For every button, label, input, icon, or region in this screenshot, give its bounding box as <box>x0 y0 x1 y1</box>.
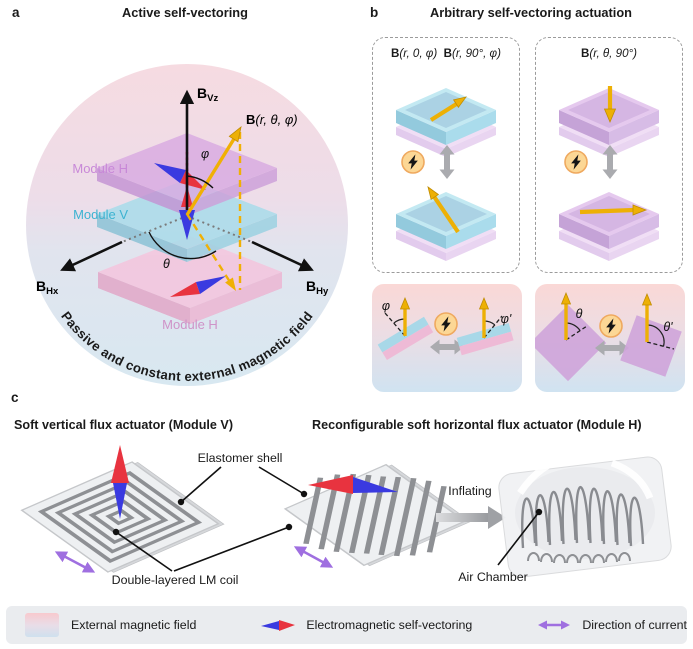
rotate-demo-theta: θ θ' <box>529 284 685 392</box>
b-vector-arrow <box>185 133 239 216</box>
module-h-top-label: Module H <box>72 161 128 176</box>
horizontal-flux-needle <box>308 475 398 494</box>
legend-vectoring-label: Electromagnetic self-vectoring <box>306 618 473 632</box>
b-symbol: B <box>391 47 400 60</box>
vertical-flux-needle <box>111 445 129 519</box>
self-vectoring-icon <box>261 620 296 631</box>
inflating-label: Inflating <box>448 484 492 498</box>
inflated-module-device <box>498 453 672 578</box>
inflated-coil-loops <box>521 486 645 549</box>
panel-a-label: a <box>12 5 20 20</box>
highlight <box>517 453 571 495</box>
lightning-icon <box>401 150 425 174</box>
callout-dots <box>112 490 543 536</box>
highlight <box>610 459 654 500</box>
lower-coil-loops <box>527 552 631 564</box>
phi-arc <box>186 175 214 189</box>
b-args: (r, 90°, φ) <box>452 47 501 60</box>
field-arrow <box>579 207 635 215</box>
box-right-header: B(r, θ, 90°) <box>536 47 682 60</box>
axis-dotted-right <box>186 215 253 243</box>
bhx-axis-arrow <box>60 240 123 272</box>
inflating-arrow <box>436 506 506 529</box>
current-direction-arrow <box>293 546 334 568</box>
vector-states-box-left: B(r, 0, φ) B(r, 90°, φ) <box>372 37 520 273</box>
legend-field-label: External magnetic field <box>71 618 197 632</box>
current-direction-arrow <box>54 551 96 573</box>
panel-c-graphics <box>20 445 672 578</box>
axis-dotted-left <box>121 215 188 243</box>
needle-bottom-slab <box>170 276 226 297</box>
module-v-device <box>20 461 225 573</box>
module-h-bottom-slab <box>98 236 282 324</box>
elastomer-shell-label: Elastomer shell <box>197 451 283 465</box>
theta-arc <box>148 231 217 260</box>
phi-prime-label: φ' <box>501 312 512 326</box>
b-symbol: B <box>443 47 453 60</box>
tilt-demo-phi: φ φ' <box>372 284 522 392</box>
box-right-graphics <box>559 86 659 261</box>
theta-prime-label: θ' <box>663 320 673 334</box>
theta-label: θ <box>576 307 583 321</box>
b-field-label: B(r, θ, φ) <box>246 112 298 127</box>
b-symbol: B <box>580 47 590 60</box>
panel-c-title-right: Reconfigurable soft horizontal flux actu… <box>312 418 642 432</box>
field-arrow <box>429 101 460 122</box>
b-projection-arrowhead <box>225 277 236 291</box>
rotated-module-left <box>529 304 607 382</box>
panel-b-label: b <box>370 5 379 20</box>
legend-current-label: Direction of current <box>582 618 688 632</box>
module-h-state-bottom <box>559 192 659 261</box>
air-chamber-label: Air Chamber <box>458 570 528 584</box>
bhy-axis-arrow <box>251 240 314 272</box>
field-arrow <box>431 193 460 234</box>
panel-c-title-left: Soft vertical flux actuator (Module V) <box>14 418 234 432</box>
phi-label: φ <box>201 147 209 161</box>
b-projection-diagonal-dashed <box>185 213 232 283</box>
panel-c-label: c <box>11 390 19 405</box>
external-field-swatch <box>25 613 59 637</box>
tilt-demo-phi-graphics: φ φ' <box>377 296 514 361</box>
module-h-top-slab <box>97 133 277 216</box>
bhy-label: BHy <box>306 278 329 297</box>
legend-bar: External magnetic field Electromagnetic … <box>6 606 687 644</box>
bvz-label: BVz <box>197 85 218 104</box>
panel-a-diagram: φ θ BVz BHx BHy B(r, θ, φ) Module H Modu… <box>26 64 348 386</box>
module-v-state-top <box>396 88 496 157</box>
panel-a-title: Active self-vectoring <box>122 5 248 20</box>
box-left-graphics <box>396 88 496 261</box>
lightning-icon <box>434 312 458 336</box>
spiral-coil <box>37 471 203 563</box>
current-direction-icon <box>538 620 571 630</box>
lightning-icon <box>599 314 623 338</box>
rotated-module-right <box>620 315 682 377</box>
phi-label: φ <box>382 299 390 313</box>
panel-b-title: Arbitrary self-vectoring actuation <box>430 5 632 20</box>
module-h-state-top <box>559 86 659 157</box>
callout-lines <box>115 466 540 572</box>
lm-coil-label: Double-layered LM coil <box>111 573 239 587</box>
b-vector-arrowhead <box>228 125 242 143</box>
lightning-icon <box>564 150 588 174</box>
theta-label: θ <box>163 257 170 271</box>
rotate-demo-theta-graphics: θ θ' <box>529 291 682 382</box>
b-args: (r, θ, 90°) <box>589 47 638 60</box>
b-args: (r, 0, φ) <box>399 47 438 60</box>
bhx-label: BHx <box>36 278 59 297</box>
vector-states-box-right: B(r, θ, 90°) <box>535 37 683 273</box>
module-h-bottom-label: Module H <box>162 317 218 332</box>
module-v-state-bottom <box>396 186 496 261</box>
box-left-header: B(r, 0, φ) B(r, 90°, φ) <box>373 47 519 60</box>
module-v-label: Module V <box>73 207 128 222</box>
